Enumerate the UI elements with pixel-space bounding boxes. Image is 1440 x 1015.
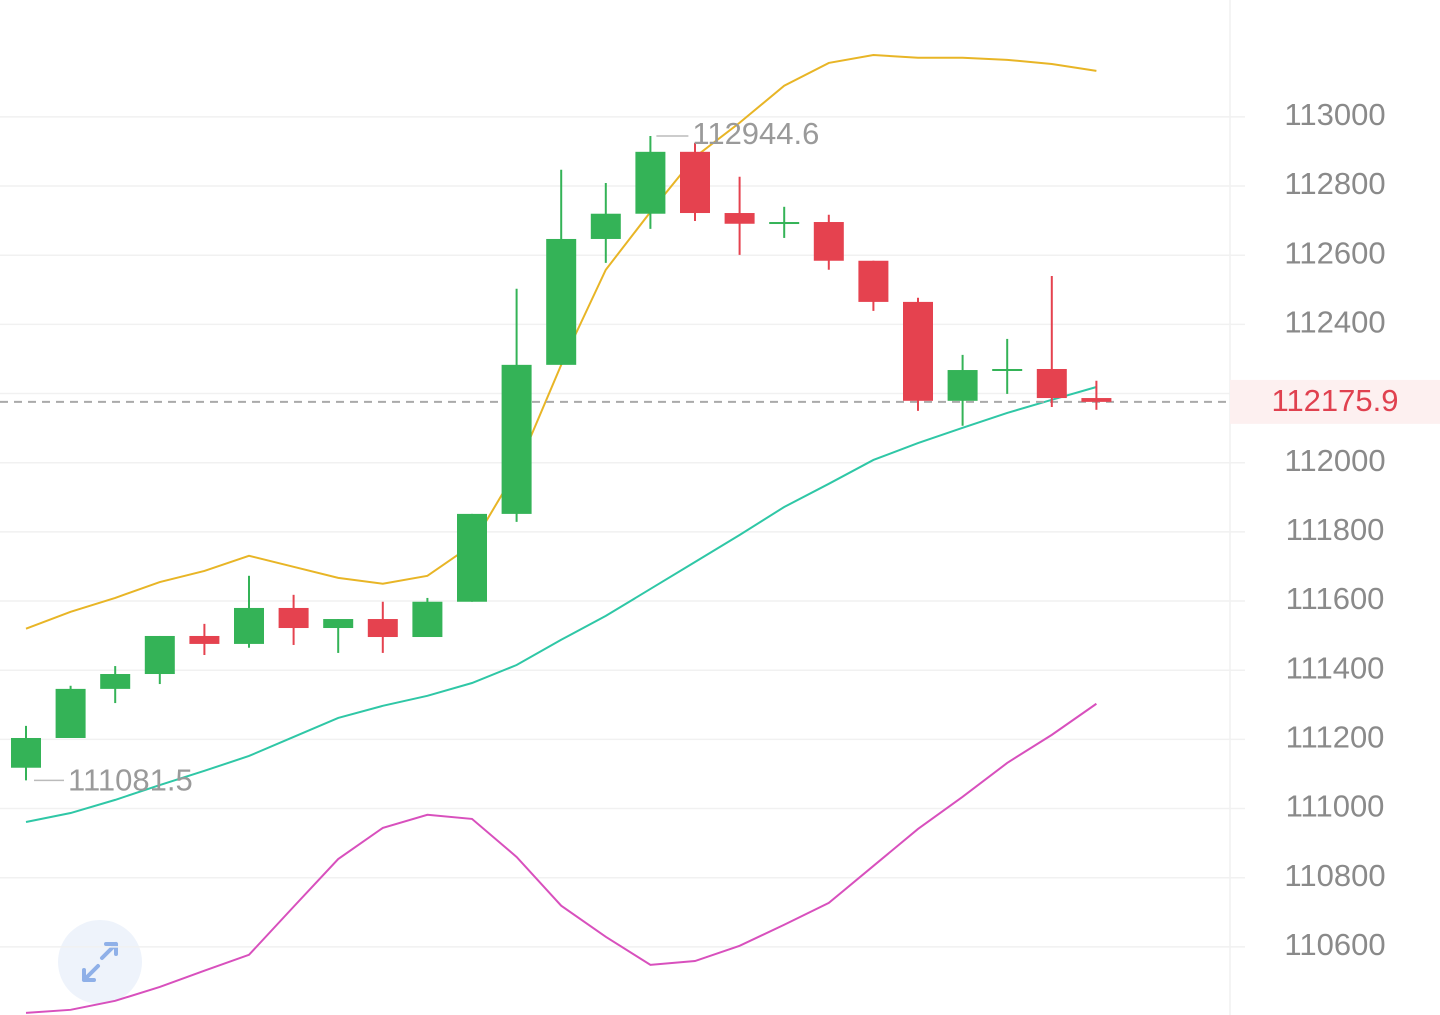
y-tick-label: 113000 [1284,97,1385,132]
candle-body [813,222,844,261]
max-label: 112944.6 [692,116,819,151]
y-tick-label: 112600 [1284,235,1385,270]
candle-body [992,368,1023,371]
expand-button-bg[interactable] [58,920,142,1004]
candle-body [1036,368,1067,399]
candle [947,354,978,426]
candle [367,601,398,653]
expand-icon[interactable] [82,942,118,982]
candle-body [55,688,86,738]
candle-body [189,635,220,644]
candle-body [278,607,309,629]
y-tick-label: 110800 [1284,858,1385,893]
candle-body [323,619,354,629]
candle [278,594,309,645]
candle-body [367,619,398,638]
candle [546,169,577,365]
min-label: 111081.5 [68,763,193,798]
current-price-tag [1230,379,1440,424]
y-tick-label: 111400 [1286,650,1385,685]
candle [769,206,800,238]
candle-body [11,737,41,768]
y-tick-label: 112400 [1284,305,1385,340]
candle-body [590,213,621,239]
candle-body [903,301,933,401]
y-tick-label: 111600 [1286,581,1385,616]
candle [724,176,755,255]
candle-body [724,213,755,224]
candle [234,575,264,648]
candle [412,597,443,638]
y-tick-label: 112800 [1284,166,1385,201]
y-tick-label: 111000 [1286,789,1385,824]
candle [55,685,86,738]
candle [992,338,1023,394]
candle [903,297,933,411]
candle-body [769,222,800,225]
y-tick-label: 111800 [1286,512,1385,547]
candle-body [457,513,487,602]
y-tick-label: 112000 [1284,443,1385,478]
candle [1081,380,1112,410]
candle [813,214,844,270]
candle [144,635,175,685]
candle-body [635,151,666,214]
candle-body [100,674,131,689]
candle [323,619,354,653]
band-line [25,53,1097,630]
candle [100,666,131,704]
candle [11,725,41,781]
y-tick-label: 110600 [1284,927,1385,962]
candle [635,136,666,229]
candle [680,142,710,221]
candle-body [234,607,264,644]
candle-body [546,238,577,365]
candle [590,182,621,263]
candle-body [680,151,710,214]
current-price-label: 112175.9 [1272,383,1399,418]
candle-body [1081,398,1112,402]
candle-body [412,601,443,638]
y-tick-label: 111200 [1286,720,1385,755]
expand-button[interactable] [58,920,142,1004]
candle [858,260,889,311]
candle-body [144,635,175,675]
candle [1036,275,1067,408]
candle-body [858,260,889,302]
candle-body [501,364,532,514]
candle [189,623,220,655]
band-line [25,702,1097,1014]
candle [501,288,532,522]
candle [457,513,487,602]
candle-body [947,370,978,401]
band-line [25,386,1097,824]
